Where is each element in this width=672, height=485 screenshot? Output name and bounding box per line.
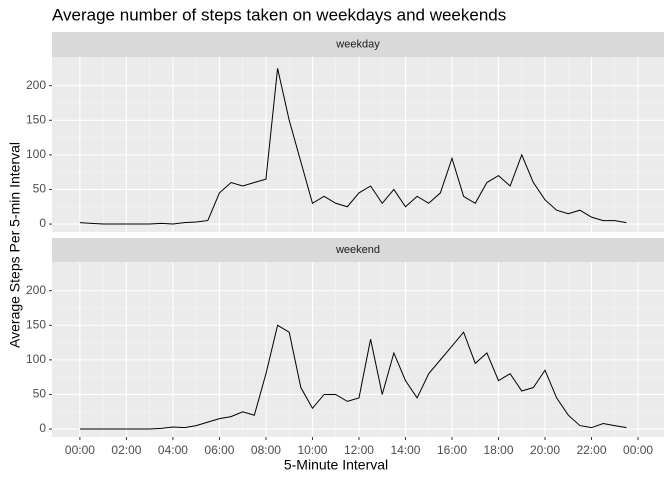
x-tick-label: 20:00 bbox=[530, 443, 560, 457]
x-tick-label: 12:00 bbox=[344, 443, 374, 457]
y-tick-label: 100 bbox=[26, 352, 46, 366]
panel bbox=[52, 57, 664, 232]
y-tick-label: 0 bbox=[39, 216, 46, 230]
chart-title: Average number of steps taken on weekday… bbox=[52, 5, 506, 24]
x-axis-label: 5-Minute Interval bbox=[284, 457, 388, 473]
y-axis-label: Average Steps Per 5-min Interval bbox=[7, 142, 23, 348]
x-tick-label: 22:00 bbox=[577, 443, 607, 457]
x-tick-label: 00:00 bbox=[65, 443, 95, 457]
data-line bbox=[79, 324, 627, 430]
y-tick-label: 200 bbox=[26, 283, 46, 297]
x-tick-label: 14:00 bbox=[390, 443, 420, 457]
x-tick-label: 16:00 bbox=[437, 443, 467, 457]
y-tick-label: 100 bbox=[26, 147, 46, 161]
x-tick-label: 02:00 bbox=[111, 443, 141, 457]
strip bbox=[52, 32, 664, 57]
strip bbox=[52, 238, 664, 262]
strip-label: weekday bbox=[335, 38, 380, 50]
y-tick-label: 0 bbox=[39, 421, 46, 435]
strip-label: weekend bbox=[335, 244, 380, 256]
panel bbox=[52, 262, 664, 437]
y-tick-label: 150 bbox=[26, 112, 46, 126]
y-tick-label: 200 bbox=[26, 78, 46, 92]
x-tick-label: 18:00 bbox=[483, 443, 513, 457]
x-tick-label: 06:00 bbox=[204, 443, 234, 457]
data-line bbox=[79, 68, 627, 225]
x-tick-label: 04:00 bbox=[158, 443, 188, 457]
y-tick-label: 50 bbox=[33, 387, 47, 401]
x-tick-label: 08:00 bbox=[251, 443, 281, 457]
x-tick-label: 00:00 bbox=[623, 443, 653, 457]
y-tick-label: 150 bbox=[26, 317, 46, 331]
x-tick-label: 10:00 bbox=[297, 443, 327, 457]
y-tick-label: 50 bbox=[33, 182, 47, 196]
